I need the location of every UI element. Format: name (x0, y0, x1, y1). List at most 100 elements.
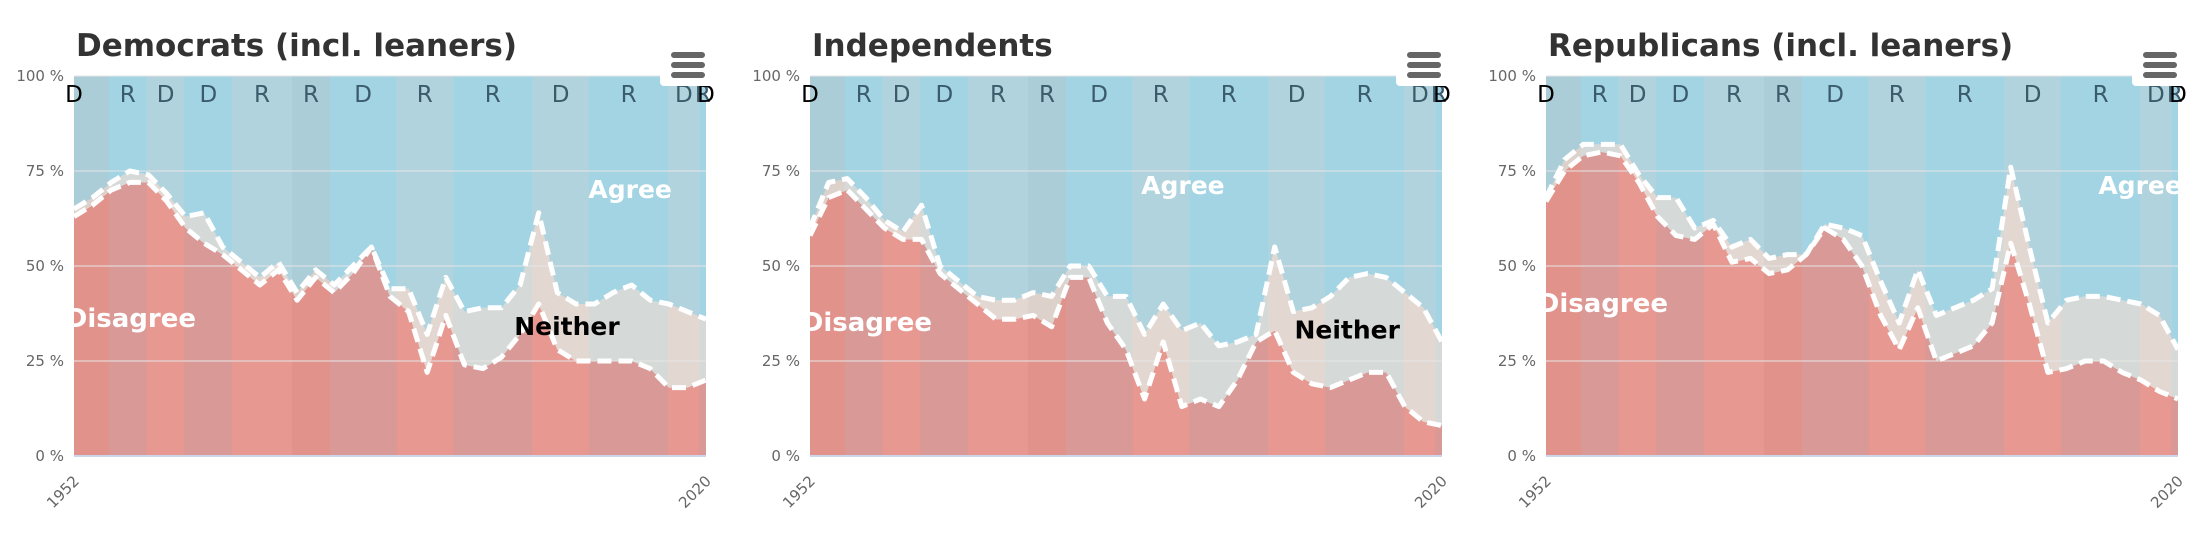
y-tick-label: 75 % (26, 162, 64, 180)
chart-menu-button[interactable] (660, 44, 716, 86)
area-disagree (1546, 152, 2178, 456)
y-tick-label: 100 % (16, 67, 64, 85)
hamburger-icon (2143, 62, 2177, 68)
area-agree (1546, 76, 2178, 350)
party-label: R (695, 82, 711, 108)
series-label-neither: Neither (1294, 316, 1400, 345)
party-label: R (856, 82, 872, 108)
y-tick-label: 50 % (1498, 257, 1536, 275)
party-label: D (1433, 82, 1451, 108)
party-label: R (120, 82, 136, 108)
y-tick-label: 0 % (35, 447, 64, 465)
chart-title: Democrats (incl. leaners) (76, 28, 518, 64)
y-tick-label: 25 % (1498, 352, 1536, 370)
y-tick-label: 0 % (771, 447, 800, 465)
series-label-disagree: Disagree (802, 308, 932, 338)
party-label: R (2167, 82, 2183, 108)
hamburger-icon (671, 52, 705, 58)
y-tick-label: 50 % (26, 257, 64, 275)
chart-panel-democrats: 0 % 25 % 50 % 75 % 100 % 1952 2020 D R D D R R D R R D R D… (0, 0, 736, 534)
party-label: D (157, 82, 175, 108)
x-tick-label: 1952 (43, 472, 83, 512)
party-label: R (1431, 82, 1447, 108)
area-disagree (74, 182, 706, 456)
party-label: D (2169, 82, 2187, 108)
party-label: R (303, 82, 319, 108)
party-label: D (697, 82, 715, 108)
party-label: D (893, 82, 911, 108)
area-disagree (810, 190, 1442, 456)
party-label: R (1957, 82, 1973, 108)
series-boundary-disagree (72, 179, 707, 391)
series-label-neither: Neither (514, 312, 620, 341)
x-tick-label: 1952 (779, 472, 819, 512)
area-agree (810, 76, 1442, 346)
series-label-agree: Agree (588, 175, 671, 204)
y-tick-label: 100 % (1488, 67, 1536, 85)
party-label: D (1629, 82, 1647, 108)
x-tick-label: 1952 (1515, 472, 1555, 512)
hamburger-icon (2143, 52, 2177, 58)
hamburger-icon (671, 62, 705, 68)
party-label: D (2147, 82, 2165, 108)
party-label: D (1537, 82, 1555, 108)
chart-menu-button[interactable] (2132, 44, 2188, 86)
party-label: D (199, 82, 217, 108)
party-label: R (1221, 82, 1237, 108)
hamburger-icon (1407, 72, 1441, 78)
party-label: D (2024, 82, 2042, 108)
y-tick-label: 75 % (762, 162, 800, 180)
party-label: R (254, 82, 270, 108)
series-label-disagree: Disagree (1538, 289, 1668, 319)
hamburger-icon (671, 72, 705, 78)
party-label: R (1889, 82, 1905, 108)
party-label: R (1775, 82, 1791, 108)
area-neither (810, 178, 1442, 426)
party-label: D (1090, 82, 1108, 108)
hamburger-icon (2143, 72, 2177, 78)
party-label: R (1357, 82, 1373, 108)
party-label: D (935, 82, 953, 108)
chart-title: Independents (812, 28, 1053, 64)
party-label: R (1153, 82, 1169, 108)
y-tick-label: 50 % (762, 257, 800, 275)
party-label: R (485, 82, 501, 108)
series-boundary-neither (807, 176, 1445, 349)
party-label: R (2093, 82, 2109, 108)
party-label: D (552, 82, 570, 108)
chart-title: Republicans (incl. leaners) (1548, 28, 2014, 64)
party-label: R (990, 82, 1006, 108)
party-label: D (1288, 82, 1306, 108)
party-label: R (621, 82, 637, 108)
area-agree (74, 76, 706, 335)
party-label: R (1592, 82, 1608, 108)
chart-panel-republicans: 0 % 25 % 50 % 75 % 100 % 1952 2020 D R D D R R D R R D R D… (1472, 0, 2208, 534)
y-tick-label: 100 % (752, 67, 800, 85)
party-label: D (1671, 82, 1689, 108)
party-label: R (1039, 82, 1055, 108)
series-boundary-disagree (1543, 149, 2179, 402)
series-label-disagree: Disagree (66, 304, 196, 334)
x-tick-label: 2020 (1411, 472, 1451, 512)
chart-menu-button[interactable] (1396, 44, 1452, 86)
series-boundary-neither (72, 168, 707, 337)
y-tick-label: 25 % (762, 352, 800, 370)
party-label: R (417, 82, 433, 108)
x-tick-label: 2020 (2147, 472, 2187, 512)
x-tick-label: 2020 (675, 472, 715, 512)
party-label: D (675, 82, 693, 108)
series-label-agree: Agree (2098, 171, 2181, 200)
party-label: D (801, 82, 819, 108)
hamburger-icon (1407, 62, 1441, 68)
party-label: R (1726, 82, 1742, 108)
party-label: D (354, 82, 372, 108)
party-label: D (65, 82, 83, 108)
hamburger-icon (1407, 52, 1441, 58)
party-label: D (1826, 82, 1844, 108)
y-tick-label: 75 % (1498, 162, 1536, 180)
series-label-agree: Agree (1141, 171, 1224, 200)
chart-panel-independents: 0 % 25 % 50 % 75 % 100 % 1952 2020 D R D D R R D R R D R D… (736, 0, 1472, 534)
